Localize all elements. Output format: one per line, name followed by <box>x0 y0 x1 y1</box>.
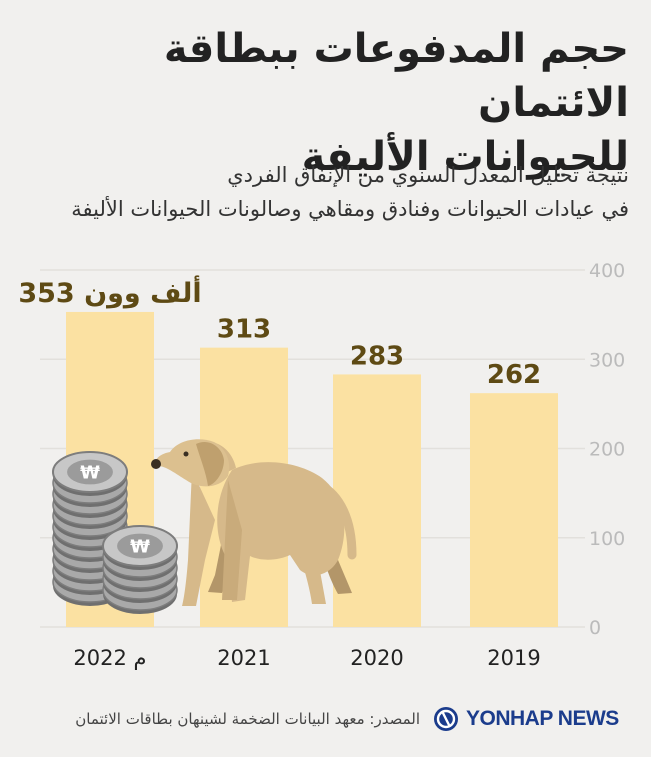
svg-text:₩: ₩ <box>80 462 100 483</box>
y-tick-label: 400 <box>589 260 625 282</box>
subtitle-line-2: في عيادات الحيوانات وفنادق ومقاهي وصالون… <box>71 197 629 221</box>
chart-subtitle: نتيجة تحليل المعدل السنوي من الإنفاق الف… <box>9 158 629 226</box>
value-label: 262 <box>487 360 541 390</box>
bar <box>470 393 558 627</box>
title-line-1: حجم المدفوعات ببطاقة الائتمان <box>163 26 629 126</box>
value-label: 283 <box>350 341 404 371</box>
chart-title: حجم المدفوعات ببطاقة الائتمان للحيوانات … <box>9 22 629 184</box>
coin-stack-right: ₩ <box>102 525 178 614</box>
dog-icon <box>151 439 357 606</box>
y-tick-label: 100 <box>589 528 625 550</box>
y-tick-label: 200 <box>589 439 625 461</box>
bar-chart: 0 100 200 300 400 ₩ ₩ 353 ألف وون 2022 م 313 20… <box>18 260 625 670</box>
category-label: 2019 <box>487 646 540 670</box>
source-note: المصدر: معهد البيانات الضخمة لشينهان بطا… <box>75 710 420 728</box>
title-line-2: للحيوانات الأليفة <box>301 134 629 180</box>
yonhap-logo: YONHAP NEWS <box>432 705 619 733</box>
category-label: 2022 م <box>73 646 146 670</box>
svg-text:₩: ₩ <box>130 536 150 557</box>
value-label: 353 ألف وون <box>18 275 201 309</box>
value-label: 313 <box>217 315 271 345</box>
yonhap-logo-icon <box>434 707 458 731</box>
y-tick-label: 0 <box>589 617 601 639</box>
subtitle-line-1: نتيجة تحليل المعدل السنوي من الإنفاق الف… <box>227 163 629 187</box>
coin-stack-icon: ₩ ₩ <box>52 451 178 614</box>
category-label: 2021 <box>217 646 270 670</box>
logo-text: YONHAP NEWS <box>466 707 619 730</box>
label-layer: 353 ألف وون 2022 م 313 2021 283 2020 262 2019 <box>18 275 541 670</box>
y-tick-label: 300 <box>589 349 625 371</box>
category-label: 2020 <box>350 646 403 670</box>
